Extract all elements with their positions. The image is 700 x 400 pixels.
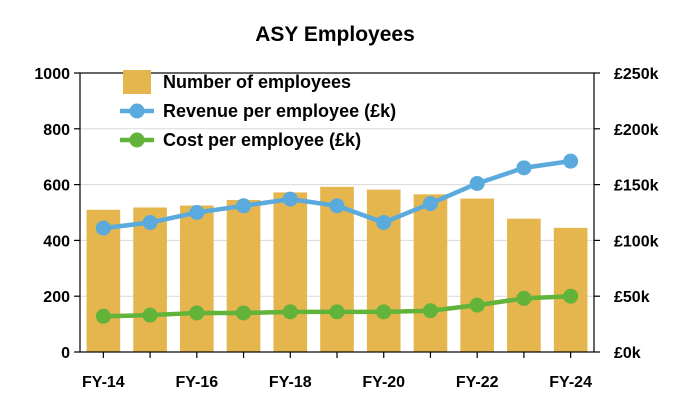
legend-label: Cost per employee (£k): [163, 130, 361, 150]
series-point: [422, 303, 438, 319]
legend: Number of employees Revenue per employee …: [120, 70, 396, 150]
series-point: [95, 220, 111, 236]
x-axis-tick-label: FY-24: [549, 374, 592, 391]
legend-swatch-marker: [129, 132, 145, 148]
bar: [507, 218, 541, 352]
right-axis-tick-label: £200k: [614, 122, 659, 139]
series-point: [189, 305, 205, 321]
legend-swatch: [123, 70, 151, 94]
line-series: [95, 153, 579, 236]
x-axis-tick-label: FY-20: [362, 374, 405, 391]
bar: [366, 189, 401, 352]
series-point: [563, 153, 579, 169]
bar: [179, 205, 214, 352]
series-point: [142, 307, 158, 323]
series-point: [469, 297, 485, 313]
legend-label: Revenue per employee (£k): [163, 101, 396, 121]
series-point: [516, 160, 532, 176]
right-axis-tick-label: £0k: [614, 345, 641, 362]
left-axis-tick-label: 800: [43, 122, 70, 139]
series-point: [563, 288, 579, 304]
x-axis-tick-label: FY-22: [456, 374, 499, 391]
bar: [226, 199, 261, 352]
bar: [320, 186, 354, 352]
legend-label: Number of employees: [163, 72, 351, 92]
right-axis-tick-label: £50k: [614, 289, 650, 306]
series-point: [142, 215, 158, 231]
axis-ticks: 0 200 400 600 800 1000 £0k £50k £100k £150k £200k £…: [34, 66, 658, 391]
series-point: [469, 175, 485, 191]
series-point: [282, 191, 298, 207]
x-axis-tick-label: FY-18: [269, 374, 312, 391]
right-axis-tick-label: £250k: [614, 66, 659, 83]
x-axis-tick-label: FY-16: [175, 374, 218, 391]
line-series: [95, 288, 579, 324]
bar: [133, 207, 167, 352]
left-axis-tick-label: 200: [43, 289, 70, 306]
left-axis-tick-label: 400: [43, 233, 70, 250]
series-point: [236, 198, 252, 214]
bar: [460, 198, 495, 352]
right-axis-tick-label: £150k: [614, 178, 659, 195]
series-point: [422, 196, 438, 212]
left-axis-tick-label: 0: [61, 345, 70, 362]
series-point: [236, 305, 252, 321]
series-point: [516, 290, 532, 306]
x-axis-tick-label: FY-14: [82, 374, 125, 391]
series-point: [329, 304, 345, 320]
legend-swatch-marker: [129, 103, 145, 119]
right-axis-tick-label: £100k: [614, 233, 659, 250]
left-axis-tick-label: 600: [43, 178, 70, 195]
series-point: [95, 308, 111, 324]
legend-item: Cost per employee (£k): [120, 130, 361, 150]
legend-item: Revenue per employee (£k): [120, 101, 396, 121]
series-point: [189, 205, 205, 220]
chart-title: ASY Employees: [255, 23, 415, 46]
series-point: [376, 215, 392, 231]
left-axis-tick-label: 1000: [34, 66, 70, 83]
series-point: [282, 304, 298, 320]
series-point: [376, 304, 392, 320]
series-point: [329, 198, 345, 214]
bar: [273, 192, 308, 352]
bar: [413, 194, 448, 352]
legend-item: Number of employees: [123, 70, 351, 94]
